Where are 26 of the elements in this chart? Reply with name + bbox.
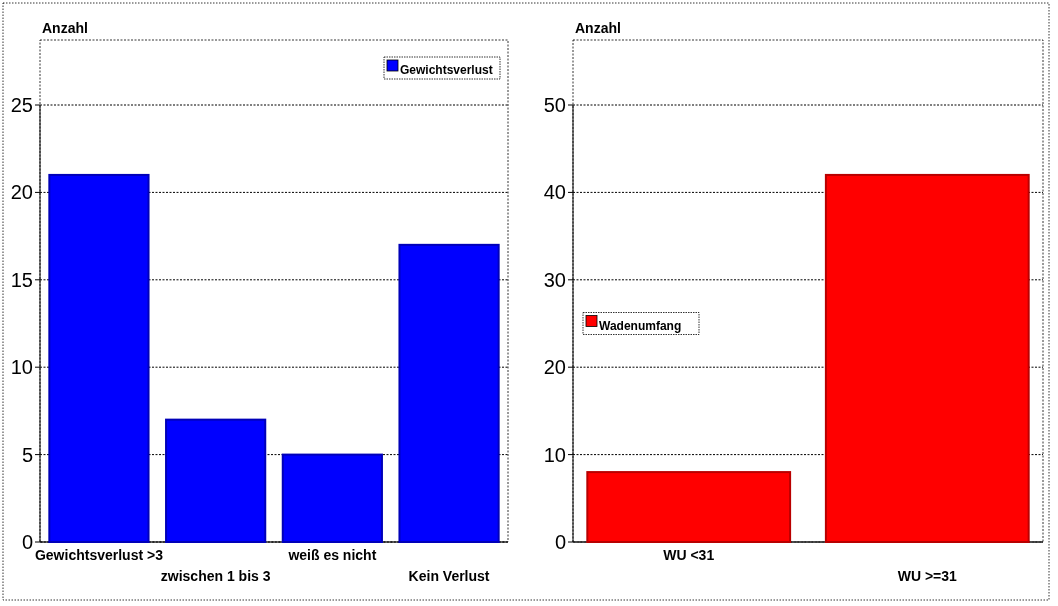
x-tick-label: weiß es nicht bbox=[287, 547, 377, 563]
y-axis-title: Anzahl bbox=[575, 20, 621, 36]
y-tick-label: 25 bbox=[10, 94, 33, 116]
y-tick-label: 10 bbox=[543, 443, 566, 466]
x-tick-label: zwischen 1 bis 3 bbox=[160, 568, 271, 584]
legend-label: Wadenumfang bbox=[599, 318, 682, 333]
y-tick-label: 10 bbox=[10, 356, 33, 379]
y-tick-label: 5 bbox=[21, 443, 33, 466]
y-tick-label: 50 bbox=[543, 94, 566, 116]
bar bbox=[165, 418, 267, 543]
y-tick-label: 40 bbox=[543, 181, 566, 204]
y-tick-label: 0 bbox=[21, 531, 33, 553]
legend-label: Gewichtsverlust bbox=[400, 63, 493, 77]
x-tick-label: Gewichtsverlust >3 bbox=[34, 547, 164, 563]
bar bbox=[398, 243, 500, 543]
x-tick-label: WU >=31 bbox=[897, 568, 958, 584]
x-tick-label: Kein Verlust bbox=[408, 568, 490, 584]
x-tick-label: WU <31 bbox=[663, 547, 715, 563]
y-tick-label: 20 bbox=[10, 181, 33, 204]
y-tick-label: 20 bbox=[543, 356, 566, 379]
y-tick-label: 15 bbox=[10, 268, 33, 291]
bar bbox=[48, 173, 150, 543]
y-tick-label: 30 bbox=[543, 268, 566, 291]
y-axis-title: Anzahl bbox=[42, 20, 88, 36]
y-tick-label: 0 bbox=[554, 531, 566, 553]
bar bbox=[281, 453, 383, 543]
